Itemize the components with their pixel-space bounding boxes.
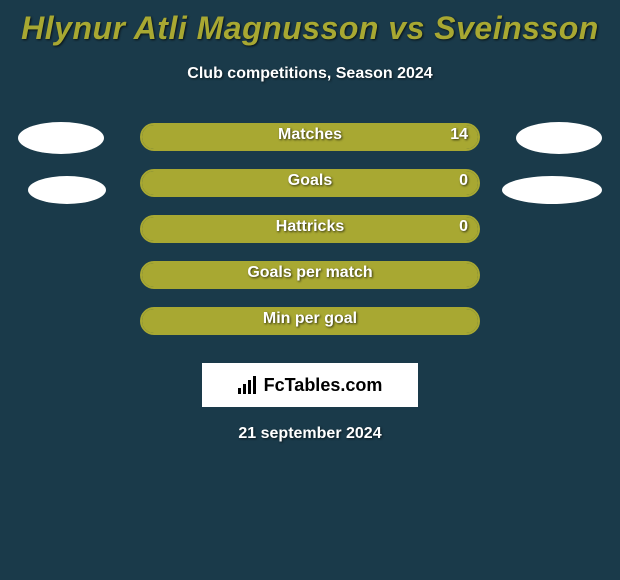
stat-row: Hattricks 0: [0, 215, 620, 261]
bars-icon: [238, 376, 258, 394]
stat-label: Hattricks: [276, 218, 344, 236]
stat-row: Min per goal: [0, 307, 620, 353]
stat-label: Goals: [288, 172, 332, 190]
logo-text: FcTables.com: [264, 375, 383, 396]
stat-label: Matches: [278, 126, 342, 144]
subtitle: Club competitions, Season 2024: [0, 65, 620, 83]
stat-value-right: 0: [459, 172, 468, 190]
date-text: 21 september 2024: [0, 425, 620, 443]
page-title: Hlynur Atli Magnusson vs Sveinsson: [0, 0, 620, 47]
stat-row: Goals per match: [0, 261, 620, 307]
stat-value-right: 14: [450, 126, 468, 144]
stats-area: Matches 14 Goals 0 Hattricks 0 Goals per…: [0, 123, 620, 353]
comparison-infographic: Hlynur Atli Magnusson vs Sveinsson Club …: [0, 0, 620, 580]
stat-row: Goals 0: [0, 169, 620, 215]
stat-label: Goals per match: [247, 264, 372, 282]
stat-row: Matches 14: [0, 123, 620, 169]
logo-box: FcTables.com: [202, 363, 418, 407]
stat-label: Min per goal: [263, 310, 357, 328]
stat-value-right: 0: [459, 218, 468, 236]
